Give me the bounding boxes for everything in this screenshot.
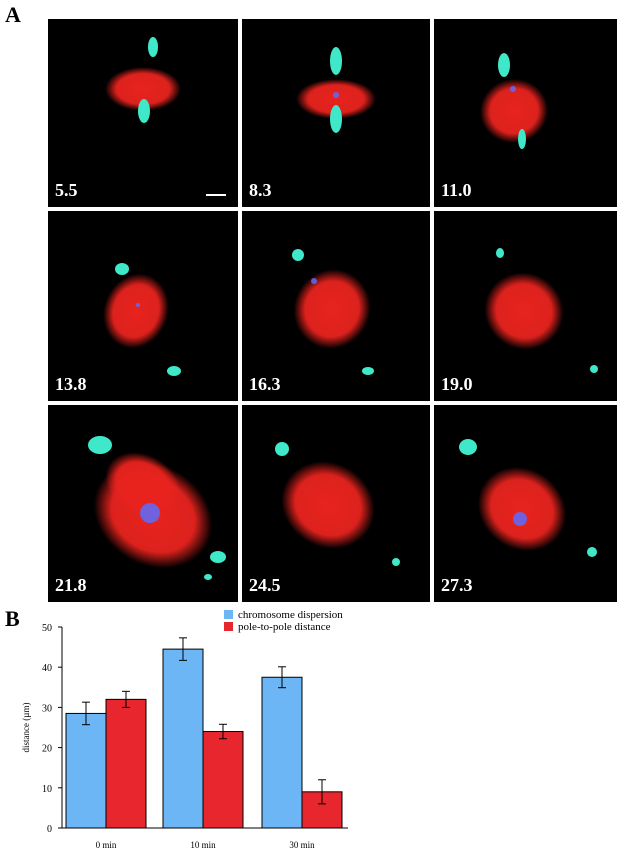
timepoint-label: 5.5: [55, 180, 78, 200]
micrograph-tile: 13.8: [48, 211, 238, 401]
spindle-signal: [293, 269, 371, 349]
centrosome-signal: [88, 436, 112, 454]
micrograph-image: [459, 439, 597, 557]
centrosome-signal: [362, 367, 374, 375]
spindle-signal: [480, 78, 548, 144]
micrograph-grid: 5.5 8.3 11.0 13.8 16.3 19.0 21.8 24.5 27.3: [48, 19, 617, 602]
y-tick-label: 0: [47, 824, 52, 835]
bar-chart: 0 10 20 30 40 50 distance (µm) 0 min 10 min 30 mi…: [0, 600, 618, 853]
centrosome-signal: [330, 47, 342, 75]
y-tick-label: 40: [42, 663, 52, 674]
micrograph-image: [275, 442, 400, 566]
centrosome-signal: [292, 249, 304, 261]
y-tick-label: 30: [42, 703, 52, 714]
spindle-signal: [477, 466, 567, 552]
spindle-signal: [281, 461, 375, 549]
centrosome-signal: [459, 439, 477, 455]
scale-bar: [206, 194, 226, 196]
timepoint-label: 24.5: [249, 575, 281, 595]
centrosome-signal: [392, 558, 400, 566]
spindle-signal: [105, 452, 181, 518]
spindle-signal: [484, 272, 564, 350]
timepoint-label: 16.3: [249, 374, 281, 394]
chromosome-signal: [140, 503, 160, 523]
micrograph-tile: 19.0: [434, 211, 617, 401]
bar: [65, 712, 107, 829]
chromosome-signal: [510, 86, 516, 92]
spindle-signal: [103, 273, 169, 349]
legend-swatch: [224, 610, 233, 619]
micrograph-image: [480, 53, 548, 149]
spindle-signal: [105, 67, 181, 111]
y-tick-label: 10: [42, 784, 52, 795]
micrograph-image: [292, 249, 374, 375]
legend-swatch: [224, 622, 233, 631]
y-tick-label: 50: [42, 623, 52, 634]
spindle-signal: [296, 79, 376, 119]
centrosome-signal: [518, 129, 526, 149]
timepoint-label: 19.0: [441, 374, 473, 394]
centrosome-signal: [115, 263, 129, 275]
timepoint-label: 11.0: [441, 180, 472, 200]
chromosome-signal: [513, 512, 527, 526]
panel-a-label: A: [5, 2, 21, 27]
micrograph-tile: 8.3: [242, 19, 430, 207]
centrosome-signal: [590, 365, 598, 373]
micrograph-tile: 24.5: [242, 405, 430, 602]
micrograph-image: [296, 47, 376, 133]
bar: [162, 648, 204, 829]
centrosome-signal: [138, 99, 150, 123]
centrosome-signal: [330, 105, 342, 133]
bar: [261, 676, 303, 829]
timepoint-label: 21.8: [55, 575, 87, 595]
micrograph-image: [103, 263, 181, 376]
legend-label: pole-to-pole distance: [238, 621, 331, 633]
legend-label: chromosome dispersion: [238, 609, 343, 621]
timepoint-label: 27.3: [441, 575, 473, 595]
bar: [202, 731, 244, 829]
x-tick-label: 0 min: [96, 840, 117, 850]
panel-b-label: B: [5, 606, 20, 631]
bar-chart-svg: 0 10 20 30 40 50 distance (µm) 0 min 10 min 30 mi…: [21, 609, 348, 850]
centrosome-signal: [498, 53, 510, 77]
micrograph-tile: 16.3: [242, 211, 430, 401]
micrograph-tile: 27.3: [434, 405, 617, 602]
micrograph-image: [484, 248, 598, 373]
x-tick-label: 30 min: [289, 840, 315, 850]
centrosome-signal: [496, 248, 504, 258]
centrosome-signal: [210, 551, 226, 563]
centrosome-signal: [167, 366, 181, 376]
centrosome-signal: [275, 442, 289, 456]
centrosome-signal: [204, 574, 212, 580]
centrosome-signal: [148, 37, 158, 57]
chromosome-signal: [311, 278, 317, 284]
centrosome-signal: [587, 547, 597, 557]
y-axis-label: distance (µm): [21, 703, 31, 753]
micrograph-image: [105, 37, 181, 123]
micrograph-image: [88, 436, 226, 580]
x-tick-label: 10 min: [190, 840, 216, 850]
timepoint-label: 8.3: [249, 180, 272, 200]
timepoint-label: 13.8: [55, 374, 87, 394]
chromosome-signal: [333, 92, 339, 98]
micrograph-tile: 11.0: [434, 19, 617, 207]
chromosome-signal: [136, 303, 140, 307]
micrograph-tile: 5.5: [48, 19, 238, 207]
micrograph-tile: 21.8: [48, 405, 238, 602]
bar: [105, 698, 147, 829]
y-tick-label: 20: [42, 744, 52, 755]
